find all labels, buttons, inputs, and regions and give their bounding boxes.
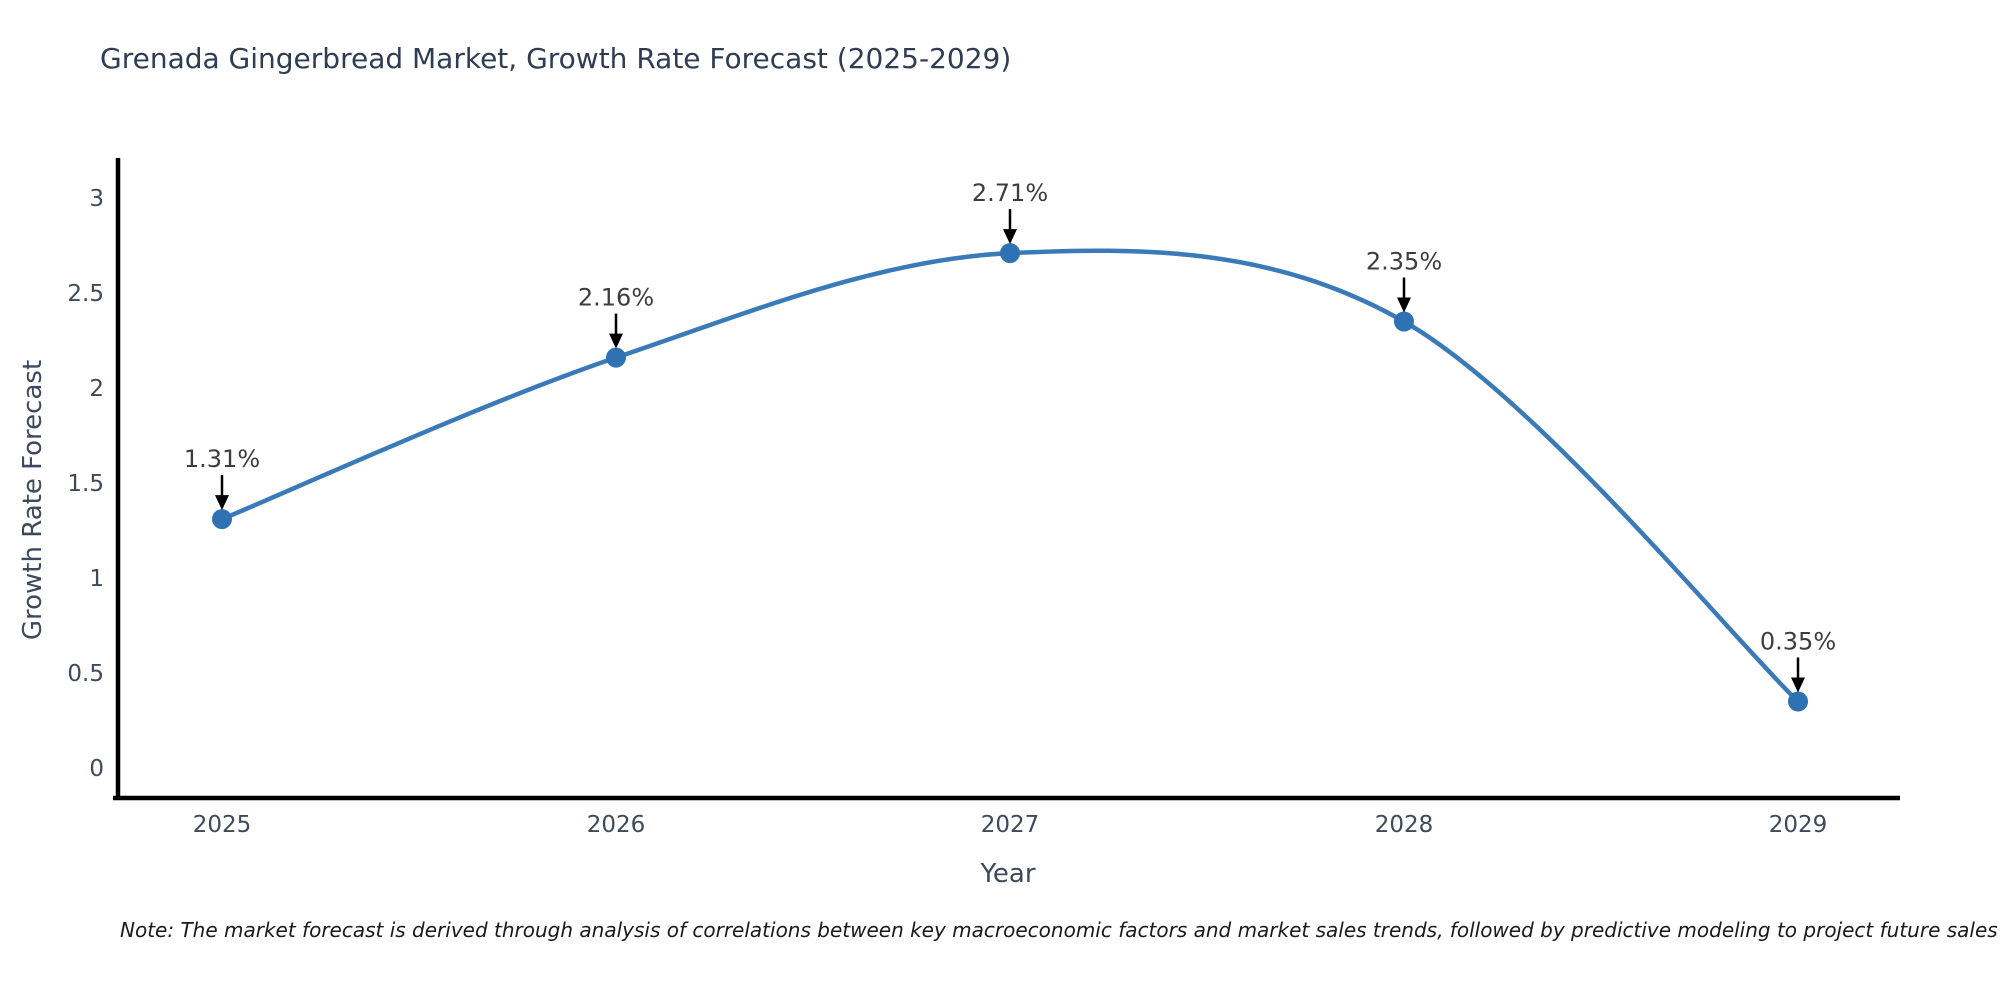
annotation-arrowhead-icon [1397, 297, 1411, 313]
chart-footnote: Note: The market forecast is derived thr… [120, 918, 1998, 942]
data-point-marker [1000, 243, 1020, 264]
data-point-marker [212, 509, 232, 530]
data-point-marker [606, 347, 626, 368]
data-point-label: 2.16% [578, 284, 654, 312]
y-tick-label: 0.5 [67, 661, 104, 687]
x-tick-label: 2025 [193, 812, 252, 838]
x-tick-label: 2026 [587, 812, 646, 838]
x-tick-label: 2027 [981, 812, 1040, 838]
annotation-arrowhead-icon [609, 333, 623, 349]
x-axis-title: Year [980, 859, 1036, 889]
y-tick-label: 2 [89, 376, 104, 402]
y-tick-label: 2.5 [67, 281, 104, 307]
data-point-label: 2.35% [1366, 248, 1442, 276]
data-point-marker [1788, 691, 1808, 712]
data-point-label: 2.71% [972, 179, 1048, 207]
data-point-marker [1394, 311, 1414, 332]
chart-title: Grenada Gingerbread Market, Growth Rate … [100, 42, 1012, 75]
x-tick-label: 2029 [1769, 812, 1828, 838]
data-point-label: 1.31% [184, 445, 260, 473]
forecast-line [219, 248, 1801, 704]
annotation-arrowhead-icon [1791, 677, 1805, 693]
annotation-arrowhead-icon [1003, 229, 1017, 245]
y-tick-label: 3 [89, 186, 104, 212]
x-tick-label: 2028 [1375, 812, 1434, 838]
data-point-label: 0.35% [1760, 628, 1836, 656]
annotation-arrowhead-icon [215, 495, 229, 511]
y-tick-label: 0 [89, 756, 104, 782]
y-tick-label: 1.5 [67, 471, 104, 497]
y-tick-label: 1 [89, 566, 104, 592]
